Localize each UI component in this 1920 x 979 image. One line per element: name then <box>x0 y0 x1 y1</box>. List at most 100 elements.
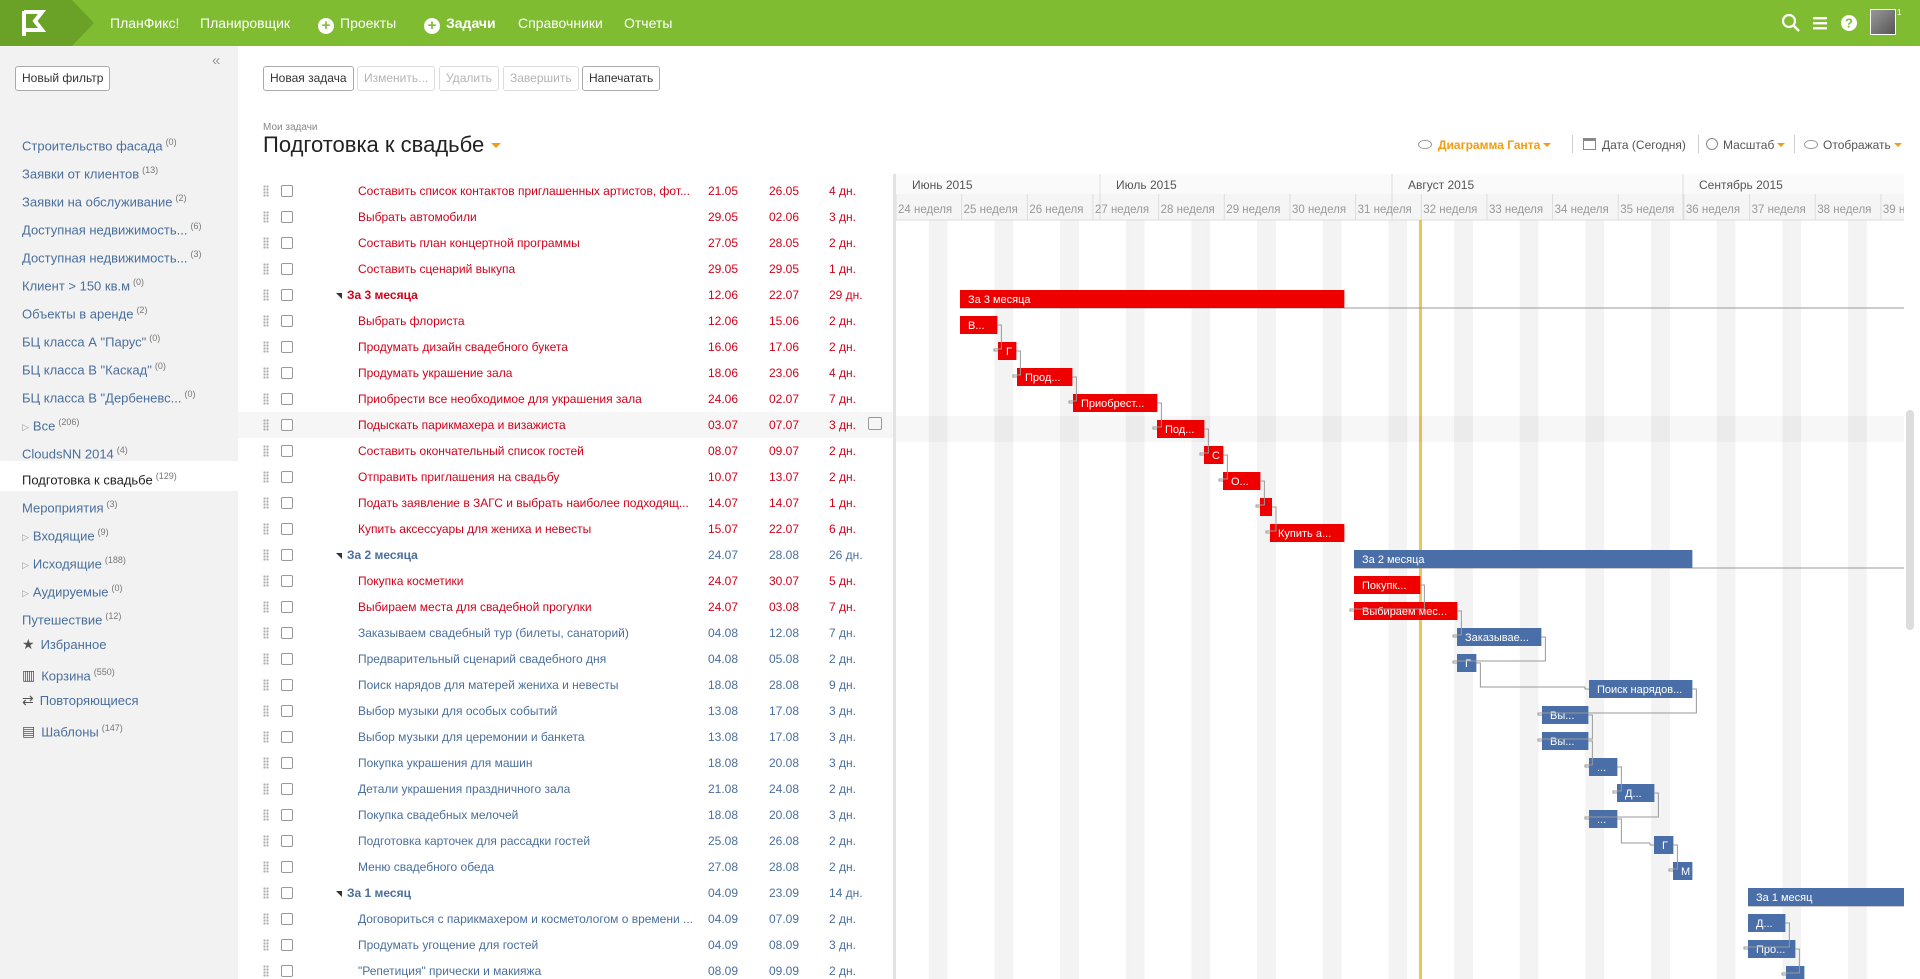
sidebar-filter-item[interactable]: CloudsNN 2014 (4) <box>22 440 128 461</box>
collapse-group-icon[interactable] <box>336 891 342 897</box>
drag-handle-icon[interactable] <box>263 809 269 821</box>
gantt-bar[interactable] <box>1589 810 1618 828</box>
drag-handle-icon[interactable] <box>263 419 269 431</box>
nav-planner[interactable]: Планировщик <box>200 15 291 31</box>
task-checkbox[interactable] <box>281 809 293 821</box>
nav-planfix[interactable]: ПланФикс! <box>110 15 180 31</box>
task-checkbox[interactable] <box>281 367 293 379</box>
task-row[interactable]: Составить окончательный список гостей 08… <box>238 438 893 464</box>
task-row[interactable]: Выбор музыки для церемонии и банкета 13.… <box>238 724 893 750</box>
task-name[interactable]: Выбрать флориста <box>358 314 694 328</box>
task-name[interactable]: Продумать угощение для гостей <box>358 938 694 952</box>
drag-handle-icon[interactable] <box>263 913 269 925</box>
task-row[interactable]: Покупка свадебных мелочей 18.08 20.08 3 … <box>238 802 893 828</box>
drag-handle-icon[interactable] <box>263 939 269 951</box>
task-name[interactable]: Составить план концертной программы <box>358 236 694 250</box>
drag-handle-icon[interactable] <box>263 679 269 691</box>
nav-projects[interactable]: + Проекты <box>318 0 396 46</box>
task-name[interactable]: Продумать украшение зала <box>358 366 694 380</box>
task-row[interactable]: Составить список контактов приглашенных … <box>238 178 893 204</box>
expand-icon[interactable]: ▷ <box>22 588 29 599</box>
task-name[interactable]: Покупка украшения для машин <box>358 756 694 770</box>
menu-icon[interactable] <box>1810 13 1830 33</box>
task-row[interactable]: За 2 месяца 24.07 28.08 26 дн. <box>238 542 893 568</box>
drag-handle-icon[interactable] <box>263 861 269 873</box>
delete-button[interactable]: Удалить <box>439 66 499 91</box>
task-name[interactable]: Выбор музыки для церемонии и банкета <box>358 730 694 744</box>
collapse-sidebar-icon[interactable]: « <box>212 52 221 69</box>
new-filter-button[interactable]: Новый фильтр <box>15 66 111 91</box>
drag-handle-icon[interactable] <box>263 731 269 743</box>
nav-tasks[interactable]: + Задачи <box>424 0 496 46</box>
task-name[interactable]: За 3 месяца <box>336 288 636 302</box>
gantt-bar[interactable] <box>1354 576 1421 594</box>
expand-icon[interactable]: ▷ <box>22 532 29 543</box>
task-row[interactable]: Заказываем свадебный тур (билеты, санато… <box>238 620 893 646</box>
task-checkbox[interactable] <box>281 887 293 899</box>
task-name[interactable]: Составить сценарий выкупа <box>358 262 694 276</box>
task-name[interactable]: За 2 месяца <box>336 548 636 562</box>
task-checkbox[interactable] <box>281 393 293 405</box>
task-checkbox[interactable] <box>281 263 293 275</box>
sidebar-filter-item[interactable]: Мероприятия (3) <box>22 494 118 515</box>
task-name[interactable]: Продумать дизайн свадебного букета <box>358 340 694 354</box>
task-checkbox[interactable] <box>281 705 293 717</box>
expand-icon[interactable]: ▷ <box>22 422 29 433</box>
task-name[interactable]: Договориться с парикмахером и косметолог… <box>358 912 694 926</box>
task-row[interactable]: Составить план концертной программы 27.0… <box>238 230 893 256</box>
task-row[interactable]: Приобрести все необходимое для украшения… <box>238 386 893 412</box>
drag-handle-icon[interactable] <box>263 653 269 665</box>
task-name[interactable]: Купить аксессуары для жениха и невесты <box>358 522 694 536</box>
task-row[interactable]: Купить аксессуары для жениха и невесты 1… <box>238 516 893 542</box>
edit-icon[interactable] <box>868 417 882 430</box>
gantt-bar[interactable] <box>1654 836 1674 854</box>
sidebar-filter-item[interactable]: ▥ Корзина (550) <box>22 662 115 683</box>
task-row[interactable]: Подать заявление в ЗАГС и выбрать наибол… <box>238 490 893 516</box>
vertical-scrollbar[interactable] <box>1906 410 1914 630</box>
task-checkbox[interactable] <box>281 835 293 847</box>
sidebar-filter-item[interactable]: БЦ класса А "Парус" (0) <box>22 328 160 349</box>
task-row[interactable]: Покупка украшения для машин 18.08 20.08 … <box>238 750 893 776</box>
task-checkbox[interactable] <box>281 341 293 353</box>
gantt-bar[interactable] <box>1073 394 1158 412</box>
nav-directories[interactable]: Справочники <box>518 15 603 31</box>
task-checkbox[interactable] <box>281 523 293 535</box>
gantt-bar[interactable] <box>1157 420 1205 438</box>
drag-handle-icon[interactable] <box>263 887 269 899</box>
planfix-logo[interactable] <box>0 0 94 46</box>
task-row[interactable]: Предварительный сценарий свадебного дня … <box>238 646 893 672</box>
task-row[interactable]: Подыскать парикмахера и визажиста 03.07 … <box>238 412 893 438</box>
drag-handle-icon[interactable] <box>263 341 269 353</box>
task-row[interactable]: За 3 месяца 12.06 22.07 29 дн. <box>238 282 893 308</box>
drag-handle-icon[interactable] <box>263 835 269 847</box>
drag-handle-icon[interactable] <box>263 965 269 977</box>
task-checkbox[interactable] <box>281 783 293 795</box>
task-checkbox[interactable] <box>281 653 293 665</box>
page-title[interactable]: Подготовка к свадьбе <box>263 132 502 158</box>
display-dropdown[interactable]: Отображать <box>1804 138 1902 152</box>
gantt-bar[interactable] <box>1589 680 1693 698</box>
task-checkbox[interactable] <box>281 497 293 509</box>
sidebar-filter-item[interactable]: Подготовка к свадьбе (129) <box>22 466 177 487</box>
task-checkbox[interactable] <box>281 289 293 301</box>
gantt-bar[interactable] <box>960 316 998 334</box>
sidebar-filter-item[interactable]: ▷ Исходящие (188) <box>22 550 126 571</box>
task-name[interactable]: Покупка свадебных мелочей <box>358 808 694 822</box>
task-row[interactable]: За 1 месяц 04.09 23.09 14 дн. <box>238 880 893 906</box>
task-name[interactable]: Выбор музыки для особых событий <box>358 704 694 718</box>
task-checkbox[interactable] <box>281 315 293 327</box>
task-row[interactable]: Выбор музыки для особых событий 13.08 17… <box>238 698 893 724</box>
gantt-bar[interactable] <box>1542 732 1589 750</box>
task-name[interactable]: За 1 месяц <box>336 886 636 900</box>
task-checkbox[interactable] <box>281 445 293 457</box>
task-row[interactable]: Выбрать автомобили 29.05 02.06 3 дн. <box>238 204 893 230</box>
gantt-bar[interactable] <box>1617 784 1655 802</box>
gantt-bar[interactable] <box>1457 654 1477 672</box>
task-checkbox[interactable] <box>281 549 293 561</box>
task-name[interactable]: Подготовка карточек для рассадки гостей <box>358 834 694 848</box>
task-row[interactable]: Продумать украшение зала 18.06 23.06 4 д… <box>238 360 893 386</box>
task-checkbox[interactable] <box>281 471 293 483</box>
task-checkbox[interactable] <box>281 211 293 223</box>
task-checkbox[interactable] <box>281 601 293 613</box>
drag-handle-icon[interactable] <box>263 471 269 483</box>
